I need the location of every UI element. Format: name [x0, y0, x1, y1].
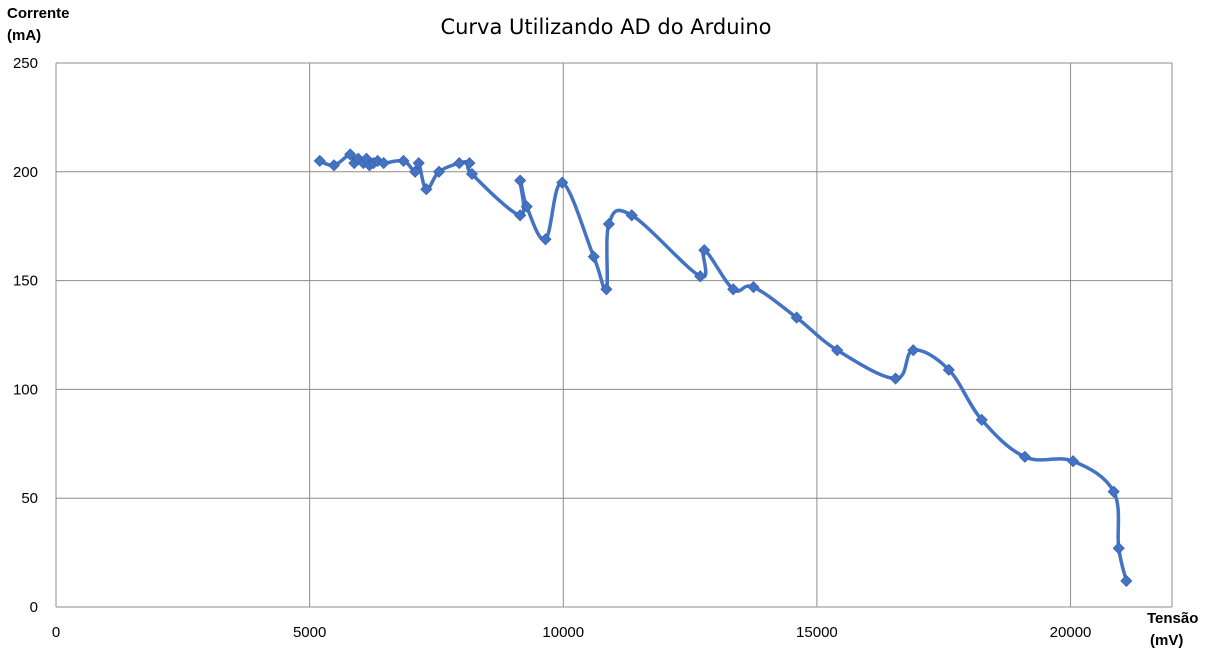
data-point [889, 372, 902, 385]
data-point [432, 165, 446, 178]
data-point [831, 344, 844, 357]
data-point [625, 209, 638, 222]
data-point [1018, 450, 1031, 463]
data-point [698, 244, 711, 257]
grid [55, 62, 1173, 608]
data-point [907, 344, 920, 357]
y-tick-label: 50 [21, 490, 38, 507]
series-markers [313, 148, 1133, 587]
data-point [942, 363, 955, 376]
data-point [313, 154, 326, 167]
data-point [514, 174, 527, 187]
x-tick-label: 0 [52, 624, 60, 641]
data-point [587, 250, 600, 263]
data-point [694, 270, 707, 283]
x-tick-label: 5000 [293, 624, 326, 641]
y-tick-label: 0 [30, 599, 38, 616]
x-tick-label: 15000 [796, 624, 838, 641]
data-point [514, 209, 527, 222]
y-tick-label: 100 [13, 381, 38, 398]
tick-labels: 0 50 100 150 200 250 0 5000 10000 15000 20000 [13, 55, 1091, 641]
data-point [377, 157, 390, 170]
y-tick-label: 200 [13, 164, 38, 181]
data-point [600, 283, 613, 296]
data-point [727, 283, 740, 296]
chart-title: Curva Utilizando AD do Arduino [440, 15, 771, 39]
data-point [790, 311, 803, 324]
data-point [556, 176, 569, 189]
data-point [747, 281, 760, 294]
x-tick-label: 20000 [1050, 624, 1092, 641]
data-point [539, 233, 552, 246]
data-point [397, 154, 410, 167]
data-point [520, 200, 533, 213]
data-point [409, 165, 422, 178]
data-point [602, 217, 615, 231]
y-axis-title-line2: (mA) [7, 27, 41, 44]
y-axis-title-line1: Corrente [7, 5, 70, 22]
data-point [1067, 455, 1080, 468]
x-axis-title-line2: (mV) [1150, 632, 1183, 649]
data-point [344, 148, 357, 161]
data-point [1120, 574, 1133, 587]
series-line [318, 152, 1129, 583]
data-point [420, 183, 433, 196]
x-axis-title-line1: Tensão [1147, 610, 1198, 627]
data-point [1112, 542, 1125, 555]
data-point [453, 157, 466, 170]
x-tick-label: 10000 [542, 624, 584, 641]
data-point [975, 413, 988, 426]
y-tick-label: 150 [13, 273, 38, 290]
y-tick-label: 250 [13, 55, 38, 72]
data-point [412, 157, 425, 170]
data-point [327, 159, 341, 172]
data-point [1107, 485, 1120, 498]
data-point [465, 167, 479, 181]
data-point [463, 157, 476, 170]
